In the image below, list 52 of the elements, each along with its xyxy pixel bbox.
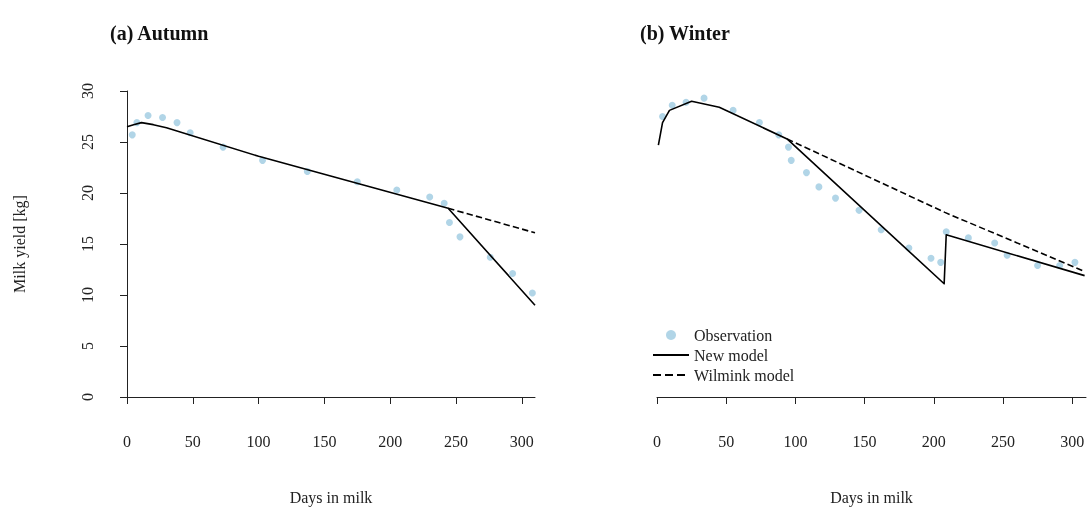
x-tick-label: 200 xyxy=(921,432,946,450)
x-tick-label: 50 xyxy=(718,432,735,450)
legend-label: Observation xyxy=(694,326,773,344)
point xyxy=(942,228,950,236)
x-tick-label: 250 xyxy=(990,432,1015,450)
point xyxy=(964,234,972,242)
legend-label: Wilmink model xyxy=(694,366,795,384)
point xyxy=(528,289,536,297)
x-tick-label: 300 xyxy=(509,432,534,450)
y-tick-label: 10 xyxy=(78,287,96,303)
point xyxy=(1071,258,1079,266)
point xyxy=(393,186,401,194)
x-tick-label: 0 xyxy=(123,432,131,450)
x-tick-label: 200 xyxy=(378,432,403,450)
point xyxy=(128,131,136,139)
legend-label: New model xyxy=(694,346,769,364)
point xyxy=(173,119,181,127)
y-tick-label: 30 xyxy=(78,83,96,99)
y-tick-label: 0 xyxy=(78,393,96,401)
point xyxy=(159,114,167,122)
chart-title: (b) Winter xyxy=(640,22,730,45)
point xyxy=(832,194,840,202)
point xyxy=(802,169,810,177)
x-tick-label: 150 xyxy=(852,432,877,450)
point xyxy=(927,254,935,262)
x-axis-title: Days in milk xyxy=(289,488,373,507)
x-tick-label: 100 xyxy=(246,432,271,450)
x-axis-title: Days in milk xyxy=(830,488,913,507)
y-tick-label: 15 xyxy=(78,236,96,252)
x-tick-label: 50 xyxy=(184,432,201,450)
point xyxy=(815,183,823,191)
x-tick-label: 100 xyxy=(783,432,808,450)
point xyxy=(144,111,152,119)
point xyxy=(1034,261,1042,269)
point xyxy=(937,258,945,266)
y-tick-label: 20 xyxy=(78,185,96,201)
line-series xyxy=(126,121,536,306)
point xyxy=(784,143,792,151)
x-tick-label: 150 xyxy=(312,432,337,450)
y-axis-title: Milk yield [kg] xyxy=(10,195,29,293)
point xyxy=(991,239,999,247)
point xyxy=(445,219,453,227)
point xyxy=(787,156,795,164)
x-tick-label: 250 xyxy=(444,432,469,450)
point xyxy=(668,101,676,109)
y-tick-label: 25 xyxy=(78,134,96,150)
point xyxy=(509,270,517,278)
x-tick-label: 300 xyxy=(1060,432,1085,450)
chart-title: (a) Autumn xyxy=(110,22,209,45)
point xyxy=(426,193,434,201)
x-tick-label: 0 xyxy=(653,432,661,450)
y-tick-label: 5 xyxy=(78,342,96,350)
